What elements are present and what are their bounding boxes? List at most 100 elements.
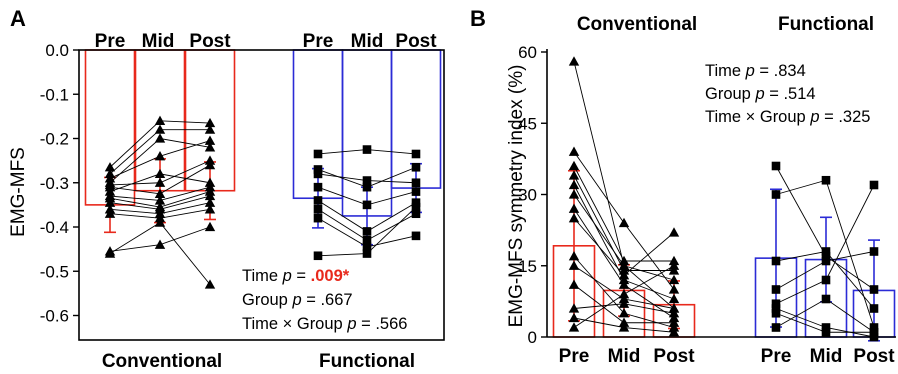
panel-a-subject-point-conventional xyxy=(154,188,166,198)
panel-a-subject-point-functional xyxy=(411,162,421,172)
panel-b-subject-point-functional xyxy=(821,294,831,304)
panel-a-subject-point-conventional xyxy=(154,239,166,249)
panel-b-subject-point-conventional xyxy=(668,303,680,313)
panel-b-subject-point-conventional xyxy=(618,217,630,228)
panel-a-conv-header-post: Post xyxy=(189,31,231,52)
panel-b-subject-point-conventional xyxy=(668,284,680,294)
panel-b-subject-point-conventional xyxy=(568,303,580,313)
panel-a-plot-area xyxy=(84,49,442,289)
panel-b-subject-point-conventional xyxy=(568,146,580,156)
panel-b-stat-time: Time p = .834 xyxy=(705,62,806,80)
panel-b-y-tick-label: 0 xyxy=(528,328,537,347)
panel-a-subject-point-conventional xyxy=(204,221,216,232)
panel-b-subject-point-functional xyxy=(869,304,879,313)
panel-a-subject-point-conventional xyxy=(204,142,216,152)
panel-a-y-tick-label: -0.6 xyxy=(40,307,69,326)
panel-b-subject-point-conventional xyxy=(668,327,680,337)
panel-b-subject-point-functional xyxy=(821,327,831,337)
panel-b-subject-point-conventional xyxy=(618,322,630,332)
panel-b-subject-point-conventional xyxy=(668,312,680,323)
panel-a-y-tick-label: 0.0 xyxy=(45,41,69,60)
panel-b-letter: B xyxy=(470,6,486,31)
panel-a-subject-point-conventional xyxy=(154,124,166,134)
panel-b-subject-point-conventional xyxy=(618,270,630,280)
panel-a-subject-point-conventional xyxy=(104,197,116,207)
panel-b-group-label-conventional: Conventional xyxy=(577,14,697,35)
panel-b-subject-point-conventional xyxy=(668,322,680,332)
panel-b-subject-point-conventional xyxy=(618,317,630,327)
panel-a-subject-point-conventional xyxy=(204,135,216,145)
panel-a-stat-interaction: Time × Group p = .566 xyxy=(242,315,407,333)
panel-a-frame xyxy=(78,49,445,341)
panel-b-subject-line-functional xyxy=(775,184,875,305)
panel-a-subject-point-functional xyxy=(362,200,372,210)
panel-a-stat-group: Group p = .667 xyxy=(242,291,353,309)
panel-a-y-ticks: 0.0 -0.1 -0.2 -0.3 -0.4 -0.5 -0.6 xyxy=(40,41,79,326)
panel-b-stat-group: Group p = .514 xyxy=(705,85,816,103)
panel-b-subject-point-functional xyxy=(771,285,781,294)
panel-b-subject-point-conventional xyxy=(668,260,680,270)
panel-a-subject-point-functional xyxy=(362,235,372,245)
panel-a-group-label-functional: Functional xyxy=(319,351,415,372)
panel-a-y-tick-label: -0.3 xyxy=(40,174,69,193)
panel-a-subject-point-conventional xyxy=(154,168,166,179)
panel-b-stats: Time p = .834 Group p = .514 Time × Grou… xyxy=(705,62,870,126)
panel-a-subject-point-conventional xyxy=(104,162,116,172)
panel-b-subject-point-functional xyxy=(771,299,781,309)
panel-a-subject-point-conventional xyxy=(104,248,116,258)
panel-b-subject-point-functional xyxy=(869,323,879,332)
panel-a-subject-point-functional xyxy=(313,165,323,174)
panel-b-xtick-func-post: Post xyxy=(853,346,895,367)
panel-a-subject-point-functional xyxy=(411,198,421,207)
panel-a-subject-point-conventional xyxy=(204,279,216,289)
panel-a-subject-point-conventional xyxy=(204,159,216,170)
panel-a-subject-point-functional xyxy=(411,231,421,241)
panel-a-subject-point-functional xyxy=(313,205,323,214)
panel-b-subject-point-conventional xyxy=(568,322,580,332)
panel-b-subject-point-functional xyxy=(869,285,879,294)
panel-a-subject-point-conventional xyxy=(154,115,166,125)
panel-a-func-header-pre: Pre xyxy=(303,31,334,52)
panel-a-subject-point-functional xyxy=(411,209,421,219)
panel-b-subject-point-conventional xyxy=(568,251,580,261)
panel-a-subject-point-functional xyxy=(313,182,323,192)
panel-a-y-tick-label: -0.4 xyxy=(40,218,69,237)
panel-b-subject-point-conventional xyxy=(568,312,580,323)
panel-a-subject-point-functional xyxy=(362,176,372,185)
panel-b-subject-point-functional xyxy=(869,327,879,337)
panel-a-subject-point-functional xyxy=(313,251,323,261)
panel-b-subject-point-conventional xyxy=(568,179,580,190)
panel-b-subject-point-conventional xyxy=(568,56,580,66)
panel-a-subject-point-functional xyxy=(362,242,372,252)
panel-b-subject-point-functional xyxy=(771,308,781,318)
panel-a-subject-point-functional xyxy=(411,178,421,188)
panel-b-subject-point-conventional xyxy=(668,265,680,275)
panel-a-subject-point-functional xyxy=(313,213,323,223)
panel-b-xtick-func-pre: Pre xyxy=(761,346,792,367)
panel-b-subject-point-conventional xyxy=(668,293,680,304)
panel-b-y-tick-label: 60 xyxy=(518,43,537,62)
panel-a-y-tick-label: -0.1 xyxy=(40,85,69,104)
panel-b-subject-point-conventional xyxy=(618,293,630,304)
panel-b-subject-point-conventional xyxy=(668,274,680,285)
panel-a-subject-point-functional xyxy=(362,249,372,258)
panel-a-group-label-conventional: Conventional xyxy=(102,351,222,372)
panel-b-y-tick-label: 45 xyxy=(518,114,537,133)
panel-b-group-label-functional: Functional xyxy=(778,14,874,35)
panel-a-subject-point-functional xyxy=(313,196,323,205)
panel-b-subject-point-conventional xyxy=(618,260,630,270)
panel-a-subject-point-functional xyxy=(313,169,323,179)
panel-b-subject-point-conventional xyxy=(568,189,580,199)
panel-b-subject-point-functional xyxy=(771,323,781,332)
panel-b-subject-point-functional xyxy=(869,247,879,256)
panel-b-subject-point-conventional xyxy=(568,260,580,270)
panel-b-y-ticks: 0 15 30 45 60 xyxy=(518,43,547,347)
panel-b-subject-point-conventional xyxy=(618,289,630,299)
panel-b-xtick-conv-post: Post xyxy=(653,346,695,367)
panel-b-subject-point-functional xyxy=(771,190,781,199)
panel-b-subject-point-conventional xyxy=(568,170,580,180)
panel-b-subject-point-functional xyxy=(771,161,781,171)
panel-a-subject-point-conventional xyxy=(154,177,166,187)
panel-b-subject-point-conventional xyxy=(568,279,580,289)
panel-b-subject-point-functional xyxy=(821,275,831,285)
